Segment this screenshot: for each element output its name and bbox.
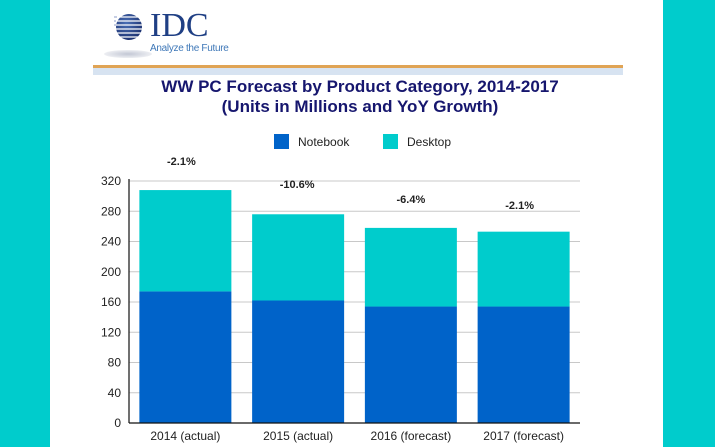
logo-text: IDC bbox=[150, 7, 209, 44]
chart-title-block: WW PC Forecast by Product Category, 2014… bbox=[100, 77, 620, 117]
idc-logo: IDC Analyze the Future bbox=[100, 7, 240, 58]
bars bbox=[139, 190, 570, 423]
yoy-growth-label: -6.4% bbox=[397, 194, 426, 206]
bar-desktop bbox=[364, 227, 457, 307]
y-tick-label: 80 bbox=[108, 356, 122, 370]
bar-notebook bbox=[252, 300, 345, 423]
bar-desktop bbox=[477, 231, 570, 307]
bar-desktop bbox=[139, 190, 232, 292]
header-rule-orange bbox=[93, 65, 623, 68]
y-tick-label: 320 bbox=[101, 174, 121, 188]
yoy-growth-label: -10.6% bbox=[280, 179, 315, 191]
yoy-growth-label: -2.1% bbox=[505, 200, 534, 212]
y-tick-label: 40 bbox=[108, 386, 122, 400]
legend: Notebook Desktop bbox=[274, 134, 451, 149]
x-tick-label: 2015 (actual) bbox=[263, 429, 333, 443]
axes bbox=[128, 179, 580, 424]
header-rule-blue bbox=[93, 68, 623, 75]
labels: 0 40 80 120 160 200 240 280 320 2014 (actual) -2.1… bbox=[101, 156, 564, 443]
x-tick-label: 2014 (actual) bbox=[150, 429, 220, 443]
y-tick-label: 200 bbox=[101, 265, 121, 279]
bar-notebook bbox=[477, 306, 570, 423]
legend-swatch-notebook bbox=[274, 134, 289, 149]
y-tick-label: 280 bbox=[101, 204, 121, 218]
y-tick-label: 120 bbox=[101, 325, 121, 339]
chart-title: WW PC Forecast by Product Category, 2014… bbox=[161, 77, 559, 96]
y-tick-label: 0 bbox=[114, 416, 121, 430]
logo-shadow bbox=[104, 50, 152, 58]
x-tick-label: 2016 (forecast) bbox=[371, 429, 452, 443]
y-tick-label: 160 bbox=[101, 295, 121, 309]
legend-swatch-desktop bbox=[383, 134, 398, 149]
bar-notebook bbox=[364, 306, 457, 423]
x-tick-label: 2017 (forecast) bbox=[483, 429, 564, 443]
logo-tagline: Analyze the Future bbox=[150, 43, 229, 54]
globe-icon bbox=[114, 14, 144, 40]
bar-desktop bbox=[252, 214, 345, 301]
legend-label-notebook: Notebook bbox=[298, 135, 350, 149]
yoy-growth-label: -2.1% bbox=[167, 156, 196, 168]
chart-subtitle: (Units in Millions and YoY Growth) bbox=[221, 97, 499, 116]
bar-notebook bbox=[139, 291, 232, 423]
y-tick-label: 240 bbox=[101, 235, 121, 249]
legend-label-desktop: Desktop bbox=[407, 135, 451, 149]
